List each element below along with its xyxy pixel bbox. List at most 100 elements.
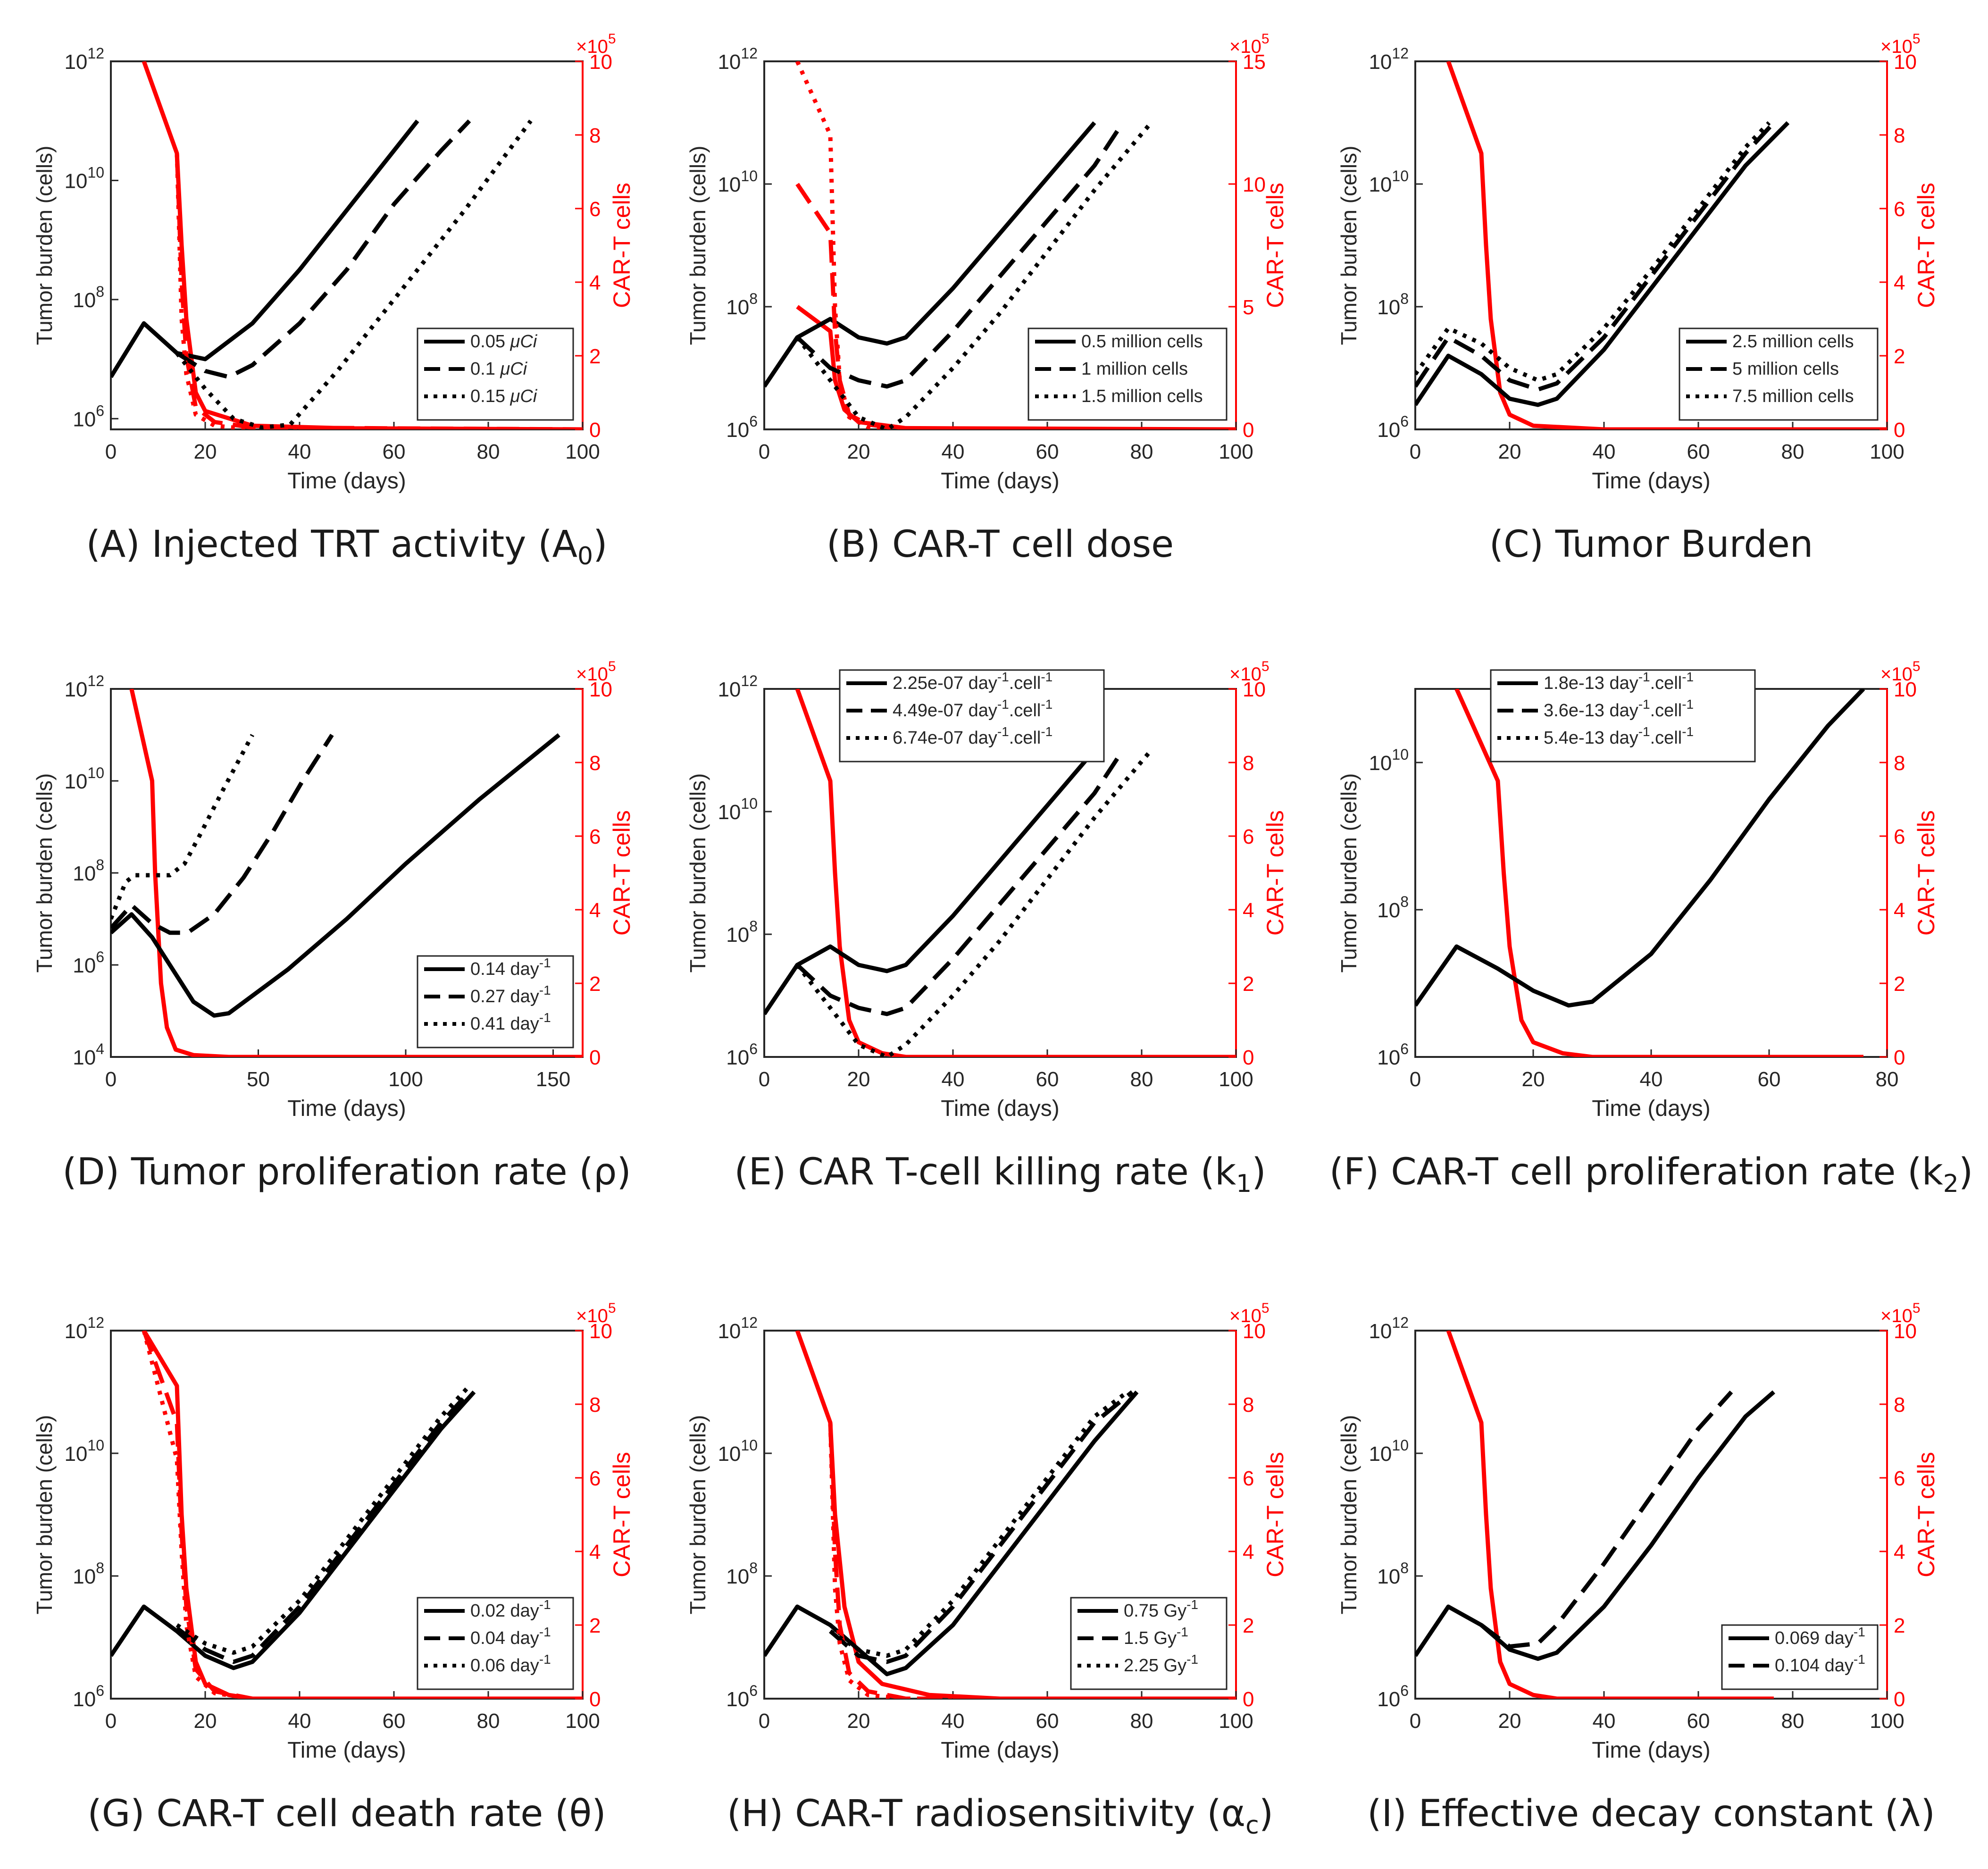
panel-B: 0 20 40 60 80 10010610810101012051015×105Time… — [685, 31, 1288, 566]
y2-tick-label: 0 — [1894, 1046, 1905, 1069]
y2-tick-label: 4 — [589, 1541, 601, 1564]
cart-line-D-0 — [129, 689, 583, 1057]
y-tick-base: 10 — [726, 1565, 749, 1588]
y2-tick-label: 2 — [589, 1614, 601, 1637]
y-tick-exponent: 6 — [1400, 1040, 1409, 1057]
y-tick-exponent: 6 — [1400, 1682, 1409, 1699]
y-tick-exponent: 8 — [1400, 893, 1409, 910]
cart-line-B-1 — [795, 183, 1236, 429]
x-axis-label: Time (days) — [941, 1096, 1060, 1121]
x-tick-label: 40 — [1593, 1710, 1616, 1733]
legend-entry: 5 million cells — [1732, 359, 1839, 379]
legend-label: 0.15 — [470, 386, 510, 406]
cart-line-G-2 — [142, 1331, 583, 1699]
y2-tick-label: 4 — [589, 271, 601, 294]
caption-subscript: 2 — [1943, 1170, 1959, 1198]
caption-symbol: α — [1221, 1793, 1245, 1835]
legend-label: 0.75 Gy — [1124, 1601, 1186, 1621]
y-axis-label: Tumor burden (cells) — [685, 773, 710, 973]
legend-entry: 0.06 day-1 — [470, 1652, 551, 1676]
x-tick-label: 20 — [1498, 1710, 1521, 1733]
x-axis-label: Time (days) — [287, 1096, 406, 1121]
x-tick-label: 0 — [105, 440, 117, 463]
x-tick-label: 20 — [847, 1710, 870, 1733]
legend-label: 1.5 Gy — [1124, 1628, 1177, 1648]
legend-entry: 2.25e-07 day-1.cell-1 — [893, 670, 1052, 693]
legend-B: 0.5 million cells 1 million cells 1.5 mill… — [1027, 327, 1228, 421]
y-tick-exponent: 10 — [741, 795, 758, 812]
legend-label: 6.74e-07 day — [893, 728, 997, 748]
legend-entry: 0.14 day-1 — [470, 955, 551, 979]
y2-multiplier-base: ×10 — [1229, 1306, 1261, 1326]
x-tick-label: 0 — [105, 1068, 117, 1091]
tumor-line-B-1 — [795, 121, 1125, 389]
panel-D: 0 50 100 150104106108101010120246810×105Tim… — [32, 659, 635, 1193]
x-tick-label: 0 — [1410, 1068, 1421, 1091]
panel-caption-I: (I) Effective decay constant (λ) — [1367, 1793, 1935, 1835]
x-tick-label: 100 — [1870, 440, 1904, 463]
caption-text: (A) Injected TRT activity (A — [86, 523, 577, 566]
x-tick-label: 0 — [759, 440, 770, 463]
legend-superscript: -1 — [997, 724, 1009, 739]
y-tick-exponent: 6 — [749, 413, 758, 430]
panel-caption-D: (D) Tumor proliferation rate (ρ) — [62, 1151, 631, 1193]
x-tick-label: 80 — [1130, 440, 1153, 463]
legend-label: 0.104 day — [1775, 1656, 1854, 1676]
y-tick-exponent: 12 — [1392, 1314, 1409, 1331]
legend-label: 1 million cells — [1081, 359, 1188, 379]
y2-tick-label: 6 — [1894, 825, 1905, 848]
legend-superscript: -1 — [539, 955, 551, 970]
y2-tick-label: 6 — [589, 1467, 601, 1490]
y-tick-base: 10 — [64, 678, 87, 701]
tumor-line-A-0 — [111, 119, 419, 378]
cart-line-E-0 — [795, 689, 1236, 1057]
tumor-line-G-2 — [175, 1384, 471, 1655]
legend-superscript: -1 — [1638, 670, 1650, 684]
x-tick-label: 0 — [759, 1068, 770, 1091]
legend-superscript: -1 — [1041, 697, 1052, 712]
x-tick-label: 80 — [477, 1710, 500, 1733]
x-tick-label: 0 — [759, 1710, 770, 1733]
panel-A: 0 20 40 60 80 100106108101010120246810×105Tim… — [32, 31, 635, 570]
legend-entry: 2.5 million cells — [1732, 332, 1854, 352]
x-tick-label: 80 — [1781, 1710, 1804, 1733]
y2-tick-label: 4 — [1243, 1541, 1254, 1564]
y2-multiplier-exponent: 5 — [1913, 1300, 1921, 1316]
y-axis-label: Tumor burden (cells) — [32, 146, 57, 345]
y-tick-label: 1012 — [64, 45, 104, 74]
legend-superscript: -1 — [539, 983, 551, 997]
y2-tick-label: 0 — [1243, 419, 1254, 442]
y-tick-base: 10 — [726, 923, 749, 947]
y2-tick-label: 6 — [1243, 825, 1254, 848]
y-tick-label: 1012 — [64, 1314, 104, 1343]
y2-tick-label: 6 — [1243, 1467, 1254, 1490]
y2-tick-label: 2 — [1243, 1614, 1254, 1637]
legend-label: 2.25 Gy — [1124, 1656, 1186, 1676]
panel-caption-C: (C) Tumor Burden — [1489, 523, 1813, 566]
x-tick-label: 20 — [194, 1710, 217, 1733]
y-tick-label: 106 — [73, 402, 104, 431]
y2-tick-label: 8 — [1894, 1393, 1905, 1416]
legend-label: 0.06 day — [470, 1656, 539, 1676]
caption-subscript: c — [1245, 1811, 1259, 1840]
y-tick-exponent: 12 — [1392, 45, 1409, 62]
x-tick-label: 0 — [1410, 440, 1421, 463]
y-tick-base: 10 — [718, 173, 741, 196]
legend-E: 2.25e-07 day-1.cell-14.49e-07 day-1.cell… — [839, 669, 1105, 763]
y-tick-base: 10 — [73, 289, 96, 312]
y-tick-label: 1012 — [1369, 1314, 1409, 1343]
legend-superscript: -1 — [1177, 1625, 1188, 1639]
y-tick-label: 106 — [1377, 413, 1409, 442]
y2-tick-label: 10 — [1894, 50, 1917, 74]
panel-C: 0 20 40 60 80 100106108101010120246810×105Tim… — [1336, 31, 1939, 566]
legend-label-mid: .cell — [1650, 673, 1682, 693]
y-tick-base: 10 — [1377, 899, 1400, 922]
y2-multiplier-base: ×10 — [1880, 1306, 1913, 1326]
y2-tick-label: 0 — [589, 1688, 601, 1711]
cart-line-H-0 — [795, 1331, 1236, 1699]
y2-tick-label: 8 — [1894, 124, 1905, 147]
y2-multiplier-base: ×10 — [1229, 36, 1261, 57]
legend-superscript: -1 — [1638, 724, 1650, 739]
y2-multiplier-exponent: 5 — [1913, 659, 1921, 674]
y2-tick-label: 6 — [1894, 198, 1905, 221]
